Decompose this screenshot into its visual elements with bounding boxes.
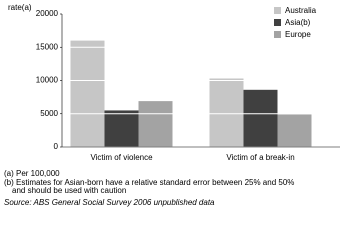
page: rate(a) (a) Per 100,000 (b) Estimates fo… [4,3,340,208]
y-tick-label: 20000 [36,9,59,18]
source: Source: ABS General Social Survey 2006 u… [4,198,215,207]
bar [104,110,139,147]
legend-swatch [274,31,281,38]
y-tick-label: 15000 [36,42,59,51]
y-axis-label: rate(a) [8,3,32,12]
chart: rate(a) (a) Per 100,000 (b) Estimates fo… [4,3,340,207]
bar [243,89,278,147]
note: and should be used with caution [12,186,126,195]
bar [138,101,173,147]
x-tick-label: Victim of violence [90,153,153,162]
x-tick-label: Victim of a break-in [226,153,294,162]
legend-swatch [274,19,281,26]
legend-label: Australia [285,6,317,15]
bar [209,78,244,147]
legend-label: Asia(b) [285,18,311,27]
note: (b) Estimates for Asian-born have a rela… [4,178,294,187]
y-tick-label: 10000 [36,76,59,85]
bar [277,114,312,147]
y-tick-label: 5000 [40,109,58,118]
legend-label: Europe [285,30,311,39]
legend-swatch [274,7,281,14]
y-tick-label: 0 [54,142,59,151]
note: (a) Per 100,000 [4,169,60,178]
bar [70,40,105,147]
